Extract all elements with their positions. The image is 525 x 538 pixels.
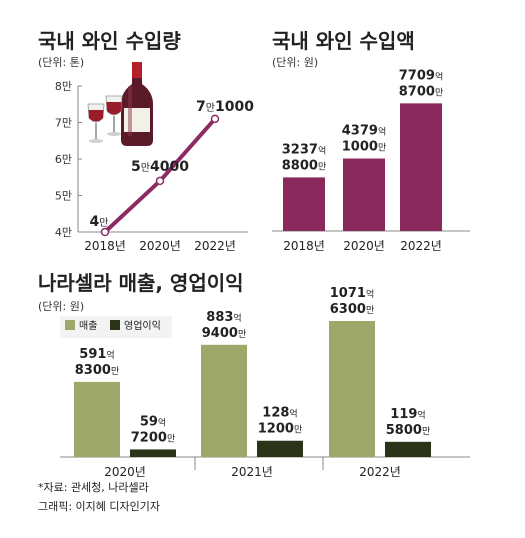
legend: 매출 영업이익: [60, 316, 172, 338]
operating-profit-bar-value-label: 119억: [390, 407, 425, 422]
volume-value-label: 7만1000: [196, 99, 254, 115]
volume-x-label: 2020년: [139, 239, 181, 253]
operating-profit-bar-value-label: 1200만: [258, 422, 302, 437]
wine-bottle-and-glasses-icon: [87, 62, 153, 146]
import-value-x-label: 2022년: [400, 239, 442, 253]
legend-revenue-label: 매출: [79, 320, 97, 332]
legend-profit-label: 영업이익: [124, 319, 161, 332]
source-note: *자료: 관세청, 나라셀라: [38, 481, 149, 494]
operating-profit-bar-value-label: 59억: [140, 414, 166, 429]
import-value-chart-unit: (단위: 원): [272, 56, 318, 69]
volume-data-point: [210, 114, 220, 124]
revenue-bar: [329, 320, 375, 457]
import-value-label: 1000만: [342, 140, 386, 155]
revenue-bar-value-label: 1071억: [330, 286, 374, 301]
volume-y-tick-label: 5만: [55, 190, 72, 203]
import-value-x-label: 2018년: [283, 239, 325, 253]
import-value-label: 8700만: [399, 84, 443, 99]
naracellar-x-label: 2020년: [104, 465, 146, 479]
revenue-bar-value-label: 6300만: [330, 302, 374, 317]
import-value-label: 4379억: [342, 124, 386, 139]
operating-profit-bar: [130, 449, 176, 457]
operating-profit-bar: [257, 440, 303, 457]
operating-profit-bar: [385, 441, 431, 457]
graphic-credit: 그래픽: 이지혜 디자인기자: [38, 500, 160, 513]
legend-profit-swatch: [110, 320, 120, 330]
naracellar-chart-title: 나라셀라 매출, 영업이익: [38, 271, 244, 295]
revenue-bar-value-label: 883억: [206, 310, 241, 325]
volume-value-label: 4만: [90, 214, 109, 230]
volume-data-point: [155, 176, 165, 186]
volume-chart-unit: (단위: 톤): [38, 56, 84, 69]
volume-y-tick-label: 4만: [55, 226, 72, 239]
volume-y-tick-label: 7만: [55, 117, 72, 130]
revenue-bar-value-label: 9400만: [202, 326, 246, 341]
volume-value-label: 5만4000: [131, 159, 189, 175]
volume-x-label: 2018년: [84, 239, 126, 253]
import-value-chart-title: 국내 와인 수입액: [272, 29, 415, 53]
import-value-bar: [400, 103, 442, 231]
import-value-bar: [283, 177, 325, 231]
volume-chart-title: 국내 와인 수입량: [38, 29, 181, 53]
import-value-label: 8800만: [282, 158, 326, 173]
volume-chart: 국내 와인 수입량 (단위: 톤) 4만 5만 6만 7만 8만 2018년 2020년 2…: [38, 29, 254, 253]
revenue-bar-value-label: 8300만: [75, 363, 119, 378]
import-value-label: 3237억: [282, 142, 326, 157]
operating-profit-bar-value-label: 128억: [262, 406, 297, 421]
naracellar-chart-unit: (단위: 원): [38, 300, 84, 313]
volume-data-point: [100, 227, 110, 237]
naracellar-x-label: 2022년: [359, 465, 401, 479]
import-value-label: 7709억: [399, 68, 443, 83]
revenue-bar: [74, 381, 120, 457]
revenue-bar: [201, 344, 247, 457]
operating-profit-bar-value-label: 7200만: [131, 430, 175, 445]
operating-profit-bar-value-label: 5800만: [386, 423, 430, 438]
legend-revenue-swatch: [65, 320, 75, 330]
volume-y-tick-label: 6만: [55, 153, 72, 166]
import-value-x-label: 2020년: [343, 239, 385, 253]
revenue-bar-value-label: 591억: [79, 347, 114, 362]
naracellar-x-label: 2021년: [231, 465, 273, 479]
volume-x-label: 2022년: [194, 239, 236, 253]
import-value-bar: [343, 158, 385, 231]
volume-y-tick-label: 8만: [55, 80, 72, 93]
